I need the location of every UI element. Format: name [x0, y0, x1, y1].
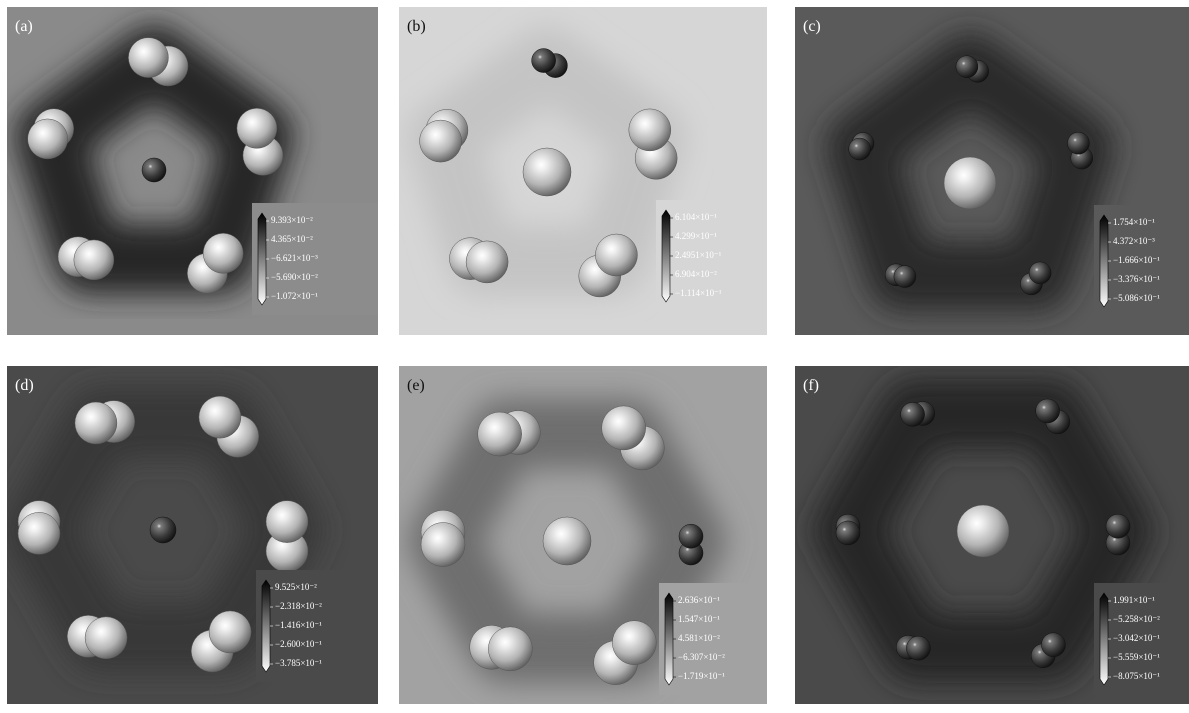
colorbar-label: 9.525×10⁻²: [275, 582, 317, 592]
atom-light: [18, 512, 60, 554]
atom-light: [237, 108, 277, 148]
atom-dark: [906, 636, 930, 660]
atom-dark: [150, 517, 176, 543]
atom-light: [420, 120, 462, 162]
atom-light: [944, 157, 996, 209]
atom-light: [612, 621, 656, 665]
atom-light: [209, 611, 251, 653]
atom-dark: [836, 521, 860, 545]
atom-dark: [1067, 132, 1089, 154]
panel-label: (c): [803, 18, 821, 35]
atom-light: [28, 119, 68, 159]
atom-dark: [849, 138, 871, 160]
panel-label: (f): [803, 377, 819, 394]
colorbar-label: −1.719×10⁻¹: [678, 671, 725, 681]
figure: (a) 9.393×10⁻² 4.365×10⁻² −6.621×10⁻³ −5.690…: [0, 0, 1189, 713]
colorbar-label: −3.785×10⁻¹: [275, 658, 322, 668]
colorbar: [665, 593, 673, 685]
colorbar-label: −5.086×10⁻¹: [1113, 293, 1160, 303]
colorbar-label: −3.042×10⁻¹: [1113, 633, 1160, 643]
atom-light: [543, 517, 591, 565]
panel: (c) 1.754×10⁻¹ 4.372×10⁻³ −1.666×10⁻¹ −3.376…: [795, 7, 1189, 335]
colorbar-label: −1.114×10⁻¹: [675, 288, 722, 298]
atom-dark: [679, 524, 703, 548]
colorbar-label: −5.559×10⁻¹: [1113, 652, 1160, 662]
panel-label: (a): [15, 18, 33, 35]
colorbar-label: 1.754×10⁻¹: [1113, 217, 1155, 227]
colorbar-label: 4.372×10⁻³: [1113, 236, 1155, 246]
panel: (e) 2.636×10⁻¹ 1.547×10⁻¹ 4.581×10⁻² −6.307×…: [399, 366, 767, 704]
atom-light: [602, 406, 646, 450]
colorbar-label: 2.4951×10⁻¹: [675, 250, 722, 260]
colorbar-label: −2.600×10⁻¹: [275, 639, 322, 649]
atom-dark: [956, 56, 978, 78]
colorbar-label: 9.393×10⁻²: [271, 215, 313, 225]
colorbar: [1100, 593, 1108, 685]
colorbar-label: 1.547×10⁻¹: [678, 614, 720, 624]
colorbar-label: 4.581×10⁻²: [678, 633, 720, 643]
colorbar-label: −6.621×10⁻³: [271, 253, 318, 263]
atom-dark: [1041, 633, 1065, 657]
colorbar-label: 2.636×10⁻¹: [678, 595, 720, 605]
atom-light: [478, 412, 522, 456]
panel: (d) 9.525×10⁻² −2.318×10⁻² −1.416×10⁻¹ −2.60…: [7, 366, 378, 704]
atom-light: [74, 240, 114, 280]
colorbar-label: 1.991×10⁻¹: [1113, 595, 1155, 605]
atom-dark: [1106, 514, 1130, 538]
colorbar-label: −5.258×10⁻²: [1113, 614, 1160, 624]
colorbar: [258, 213, 266, 305]
colorbar-label: −2.318×10⁻²: [275, 601, 322, 611]
atom-light: [595, 234, 637, 276]
panel-label: (b): [407, 18, 426, 35]
colorbar: [262, 580, 270, 672]
atom-light: [629, 109, 671, 151]
atom-dark: [1029, 262, 1051, 284]
atom-light: [85, 617, 127, 659]
atom-light: [203, 233, 243, 273]
panel-label: (e): [407, 377, 425, 394]
atom-dark: [894, 266, 916, 288]
colorbar-label: −5.690×10⁻²: [271, 272, 318, 282]
atom-light: [957, 505, 1009, 557]
colorbar-label: 6.104×10⁻¹: [675, 212, 717, 222]
colorbar-label: 6.904×10⁻²: [675, 269, 717, 279]
colorbar-label: 4.365×10⁻²: [271, 234, 313, 244]
colorbar: [1100, 215, 1108, 307]
atom-light: [488, 627, 532, 671]
atom-light: [421, 523, 465, 567]
atom-dark: [142, 158, 166, 182]
colorbar-label: −3.376×10⁻¹: [1113, 274, 1160, 284]
atom-light: [128, 38, 168, 78]
panel-label: (d): [15, 377, 34, 394]
panel: (a) 9.393×10⁻² 4.365×10⁻² −6.621×10⁻³ −5.690…: [7, 7, 378, 335]
atom-dark: [901, 402, 925, 426]
panel: (f) 1.991×10⁻¹ −5.258×10⁻² −3.042×10⁻¹ −5.55…: [795, 366, 1189, 704]
colorbar-label: −8.075×10⁻¹: [1113, 671, 1160, 681]
atom-light: [199, 396, 241, 438]
atom-dark: [532, 49, 556, 73]
colorbar-label: −1.416×10⁻¹: [275, 620, 322, 630]
atom-light: [75, 402, 117, 444]
atom-light: [523, 148, 571, 196]
colorbar-label: −6.307×10⁻²: [678, 652, 725, 662]
atom-light: [266, 501, 308, 543]
atom-dark: [1036, 399, 1060, 423]
atom-light: [466, 241, 508, 283]
panel: (b) 6.104×10⁻¹ 4.299×10⁻¹ 2.4951×10⁻¹ 6.904×…: [399, 7, 767, 335]
colorbar: [662, 210, 670, 302]
colorbar-label: 4.299×10⁻¹: [675, 231, 717, 241]
colorbar-label: −1.072×10⁻¹: [271, 291, 318, 301]
colorbar-label: −1.666×10⁻¹: [1113, 255, 1160, 265]
